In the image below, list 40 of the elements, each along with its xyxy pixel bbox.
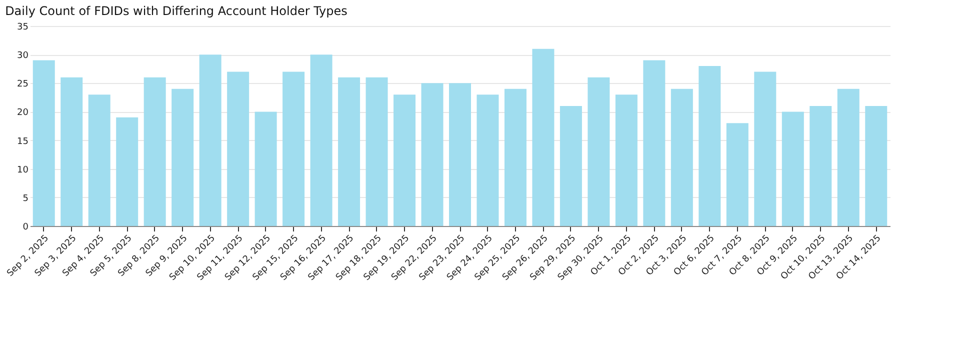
bar xyxy=(282,72,305,226)
bar xyxy=(810,106,832,226)
y-tick-label: 20 xyxy=(17,108,29,118)
bar xyxy=(837,88,860,226)
y-tick-label: 0 xyxy=(22,222,29,232)
bar xyxy=(560,106,582,226)
bar xyxy=(60,77,83,226)
bar xyxy=(172,88,194,226)
y-tick-label: 30 xyxy=(17,51,29,62)
bar xyxy=(366,77,388,226)
bar xyxy=(254,112,277,226)
bar xyxy=(449,83,471,226)
bar xyxy=(504,88,526,226)
bar xyxy=(698,66,721,226)
bar xyxy=(532,48,554,226)
bar xyxy=(726,123,748,226)
bar xyxy=(588,77,610,226)
bar xyxy=(643,60,666,226)
bar xyxy=(199,54,222,226)
y-tick-label: 5 xyxy=(22,194,28,204)
bar xyxy=(865,106,888,226)
bar xyxy=(782,112,804,226)
bar xyxy=(310,54,332,226)
bar xyxy=(227,72,250,226)
y-tick-label: 10 xyxy=(17,165,29,176)
y-tick-label: 25 xyxy=(17,80,28,90)
bar xyxy=(338,77,360,226)
bar xyxy=(144,77,166,226)
bar xyxy=(32,60,55,226)
bar xyxy=(421,83,444,226)
bar xyxy=(88,94,110,226)
bar xyxy=(476,94,499,226)
bar xyxy=(615,94,638,226)
bar xyxy=(116,117,138,226)
bar xyxy=(754,72,776,226)
bar xyxy=(394,94,416,226)
chart-title: Daily Count of FDIDs with Differing Account Holder Types xyxy=(5,4,348,18)
y-tick-label: 35 xyxy=(17,22,28,32)
bar xyxy=(670,88,693,226)
y-tick-label: 15 xyxy=(17,136,28,147)
